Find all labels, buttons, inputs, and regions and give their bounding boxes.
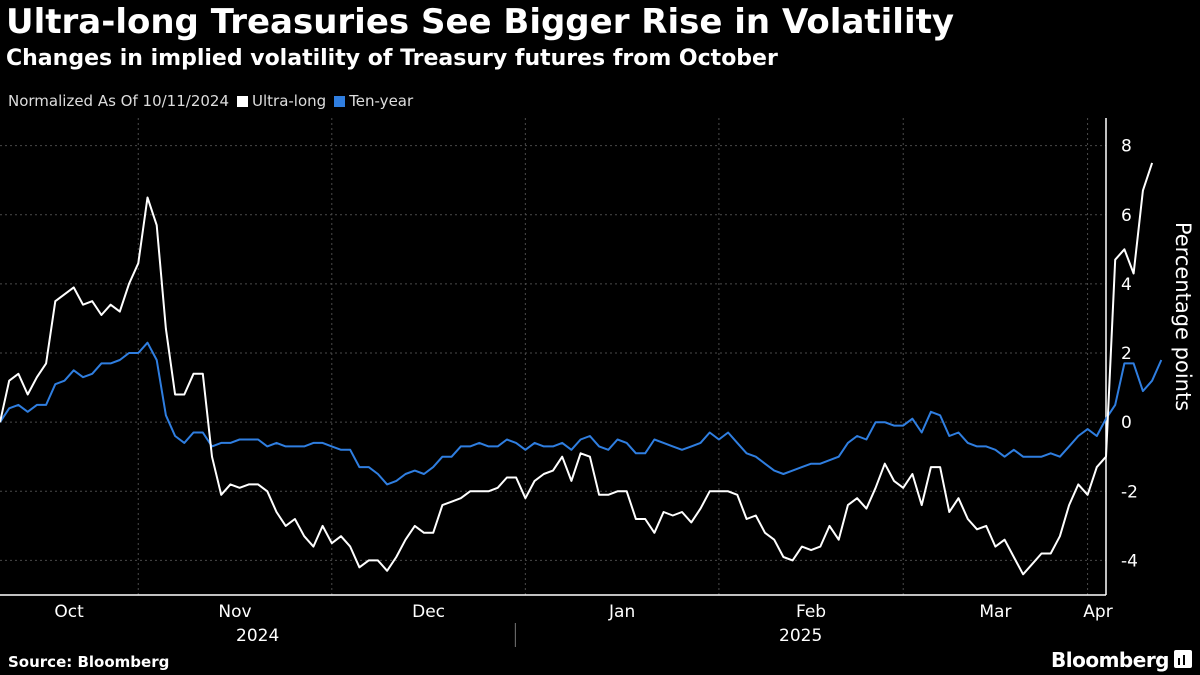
- x-tick-label: Oct: [54, 602, 84, 622]
- legend-swatch-ultra-long: [237, 95, 248, 107]
- brand-logo: Bloomberg: [1051, 648, 1169, 672]
- x-tick-label: Feb: [796, 602, 826, 622]
- source-note: Source: Bloomberg: [8, 653, 170, 671]
- year-label-2025: 2025: [779, 626, 822, 646]
- series-line-ultra-long: [0, 162, 1154, 576]
- chart-title: Ultra-long Treasuries See Bigger Rise in…: [6, 2, 955, 42]
- legend-swatch-ten-year: [334, 95, 346, 107]
- y-tick-label: 6: [1121, 206, 1132, 226]
- x-tick-label: Nov: [218, 602, 251, 622]
- x-tick-label: Apr: [1083, 602, 1112, 622]
- x-tick-label: Dec: [412, 602, 445, 622]
- y-tick-label: 8: [1121, 137, 1132, 157]
- legend-label-ten-year: Ten-year: [349, 92, 414, 110]
- series-line-ten-year: [0, 341, 1163, 486]
- y-tick-label: 2: [1121, 344, 1132, 364]
- legend-label-ultra-long: Ultra-long: [252, 92, 327, 110]
- y-axis-label: Percentage points: [1171, 222, 1195, 411]
- y-tick-label: -4: [1121, 551, 1138, 571]
- x-tick-label: Jan: [608, 602, 635, 622]
- chart-subtitle: Changes in implied volatility of Treasur…: [6, 46, 778, 71]
- year-label-2024: 2024: [236, 626, 279, 646]
- legend: Normalized As Of 10/11/2024 Ultra-long T…: [8, 92, 413, 110]
- y-tick-label: -2: [1121, 482, 1138, 502]
- legend-note: Normalized As Of 10/11/2024: [8, 92, 229, 110]
- x-tick-label: Mar: [979, 602, 1011, 622]
- y-tick-label: 0: [1121, 413, 1132, 433]
- chart-icon: [1174, 650, 1192, 668]
- y-tick-label: 4: [1121, 275, 1132, 295]
